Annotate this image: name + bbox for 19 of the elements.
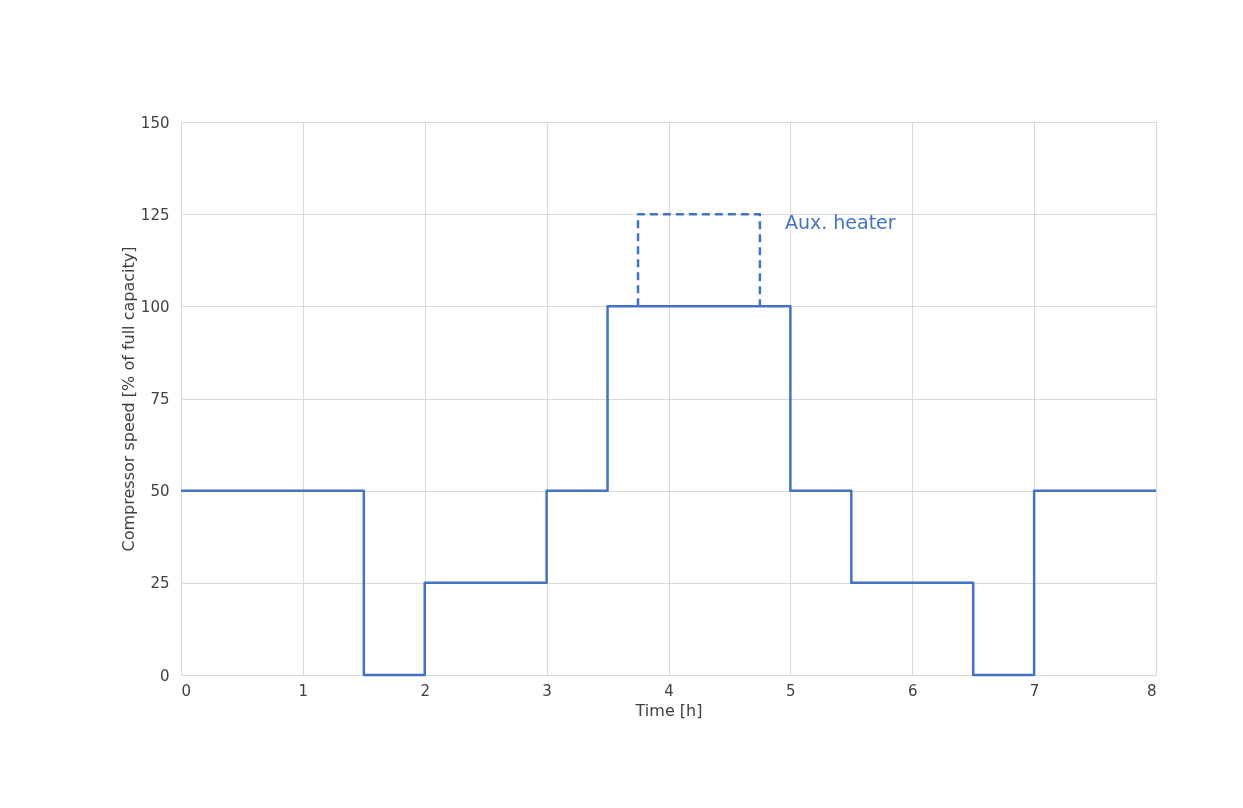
x-tick-label: 4 xyxy=(664,681,674,700)
y-tick-label: 125 xyxy=(140,205,170,224)
y-tick-label: 150 xyxy=(140,113,170,132)
y-tick-label: 0 xyxy=(159,666,170,685)
x-tick-label: 0 xyxy=(181,681,192,700)
y-tick-label: 75 xyxy=(150,390,170,408)
x-tick-label: 8 xyxy=(1146,681,1157,700)
series-label: Aux. heater xyxy=(784,211,896,234)
x-tick-label: 6 xyxy=(907,681,918,700)
x-axis-title: Time [h] xyxy=(634,700,703,720)
x-tick-label: 2 xyxy=(420,681,431,700)
y-tick-label: 25 xyxy=(150,574,170,593)
y-tick-label: 50 xyxy=(150,482,170,501)
x-tick-label: 1 xyxy=(298,681,309,700)
x-tick-label: 5 xyxy=(786,681,796,700)
y-axis-title: Compressor speed [% of full capacity] xyxy=(118,246,138,552)
y-tick-label: 100 xyxy=(140,297,170,316)
x-tick-label: 3 xyxy=(542,681,552,700)
x-tick-label: 7 xyxy=(1029,681,1040,700)
